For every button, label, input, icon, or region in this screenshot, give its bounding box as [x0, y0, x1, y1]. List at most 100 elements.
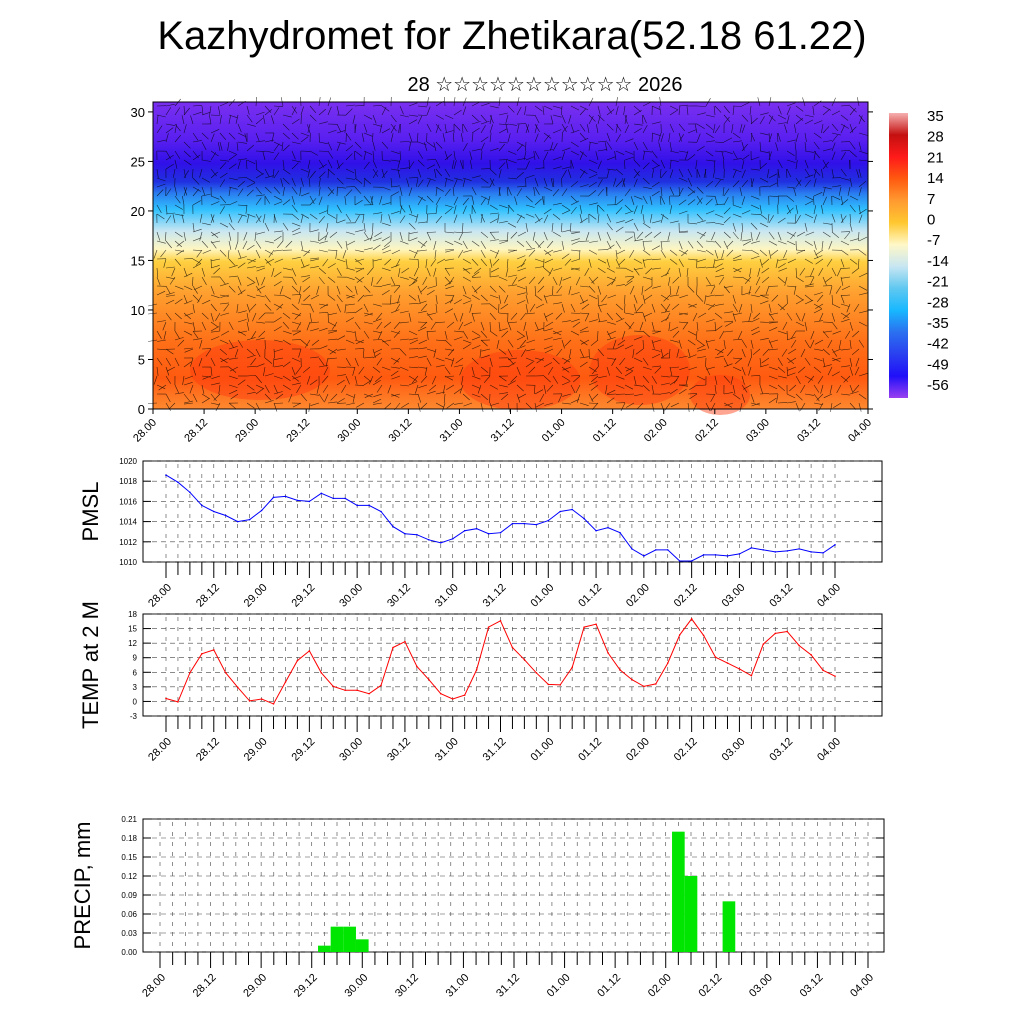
wind-barb	[300, 132, 310, 137]
wind-barb	[651, 121, 661, 125]
wind-barb	[579, 108, 587, 116]
x-tick-label: 02.12	[696, 972, 724, 1000]
wind-barb	[318, 249, 328, 253]
wind-barb	[174, 231, 183, 238]
wind-barb	[390, 301, 400, 305]
wind-barb	[821, 205, 824, 215]
wind-barb	[705, 132, 714, 138]
wind-barb	[489, 212, 499, 215]
wind-barb	[831, 134, 838, 143]
wind-barb	[553, 330, 563, 335]
wind-barb	[678, 123, 686, 132]
wind-barb	[525, 312, 536, 315]
x-tick-label: 28.12	[182, 417, 210, 445]
wind-barb	[552, 294, 563, 296]
wind-barb	[840, 215, 847, 224]
wind-barb	[381, 222, 391, 226]
wind-barb	[563, 357, 572, 364]
wind-barb	[738, 303, 743, 313]
wind-barb	[192, 263, 201, 269]
wind-barb	[282, 123, 290, 131]
wind-barb	[255, 402, 261, 412]
wind-barb	[750, 255, 760, 260]
wind-barb	[606, 141, 613, 150]
wind-barb	[487, 195, 491, 205]
data-point	[535, 671, 538, 674]
y-tick-label: 0.00	[121, 948, 137, 957]
wind-barb	[714, 195, 718, 205]
wind-barb	[156, 276, 161, 286]
wind-barb	[570, 105, 580, 111]
wind-barb	[282, 361, 291, 368]
wind-barb	[415, 213, 419, 223]
wind-barb	[642, 339, 644, 350]
wind-barb	[183, 170, 189, 179]
wind-barb	[448, 276, 455, 285]
wind-barb	[345, 168, 355, 174]
wind-barb	[390, 124, 396, 134]
wind-barb	[458, 249, 464, 258]
wind-barb	[352, 393, 356, 403]
wind-barb	[669, 150, 679, 154]
wind-barb	[597, 149, 607, 152]
wind-barb	[471, 114, 479, 122]
wind-barb	[372, 104, 383, 107]
wind-barb	[534, 133, 539, 143]
wind-barb	[768, 303, 772, 313]
wind-barb	[831, 151, 836, 161]
wind-barb	[506, 186, 509, 197]
wind-barb	[330, 393, 338, 401]
wind-barb	[318, 345, 328, 350]
wind-barb	[507, 186, 512, 196]
wind-barb	[768, 249, 772, 259]
wind-barb	[777, 263, 786, 269]
wind-barb	[597, 285, 602, 295]
colorbar-label: 28	[927, 129, 944, 146]
wind-barb	[749, 105, 752, 115]
wind-barb	[246, 105, 250, 115]
wind-barb	[858, 115, 863, 125]
wind-barb	[300, 393, 308, 402]
wind-barb	[273, 391, 283, 395]
wind-barb	[363, 195, 370, 204]
wind-barb	[199, 168, 203, 178]
wind-barb	[735, 357, 743, 365]
wind-barb	[219, 102, 229, 107]
wind-barb	[750, 402, 760, 406]
wind-barb	[234, 348, 239, 358]
wind-barb	[525, 156, 535, 161]
wind-barb	[552, 302, 562, 305]
wind-barb	[255, 294, 265, 298]
wind-barb	[452, 132, 455, 143]
wind-barb	[534, 198, 542, 206]
wind-barb	[561, 123, 567, 132]
data-point	[404, 640, 406, 643]
wind-barb	[642, 240, 653, 242]
wind-barb	[460, 160, 464, 170]
wind-barb	[309, 303, 314, 313]
data-point	[595, 529, 597, 532]
wind-barb	[534, 321, 539, 331]
wind-barb	[534, 389, 544, 395]
wind-barb	[435, 159, 441, 169]
x-tick-label: 28.12	[191, 972, 219, 1000]
wind-barb	[624, 393, 635, 395]
wind-barb	[355, 267, 365, 273]
wind-barb	[670, 402, 680, 408]
data-point	[165, 697, 167, 700]
wind-barb	[336, 258, 346, 263]
wind-barb	[255, 132, 260, 142]
wind-barb	[300, 192, 310, 197]
wind-barb	[318, 235, 327, 242]
wind-barb	[307, 124, 311, 134]
wind-barb	[444, 168, 451, 177]
wind-barb	[579, 326, 589, 332]
wind-barb	[442, 133, 446, 143]
wind-barb	[327, 168, 329, 179]
wind-barb	[840, 124, 846, 134]
wind-barb	[788, 357, 797, 363]
wind-barb	[696, 266, 707, 269]
wind-barb	[822, 108, 830, 116]
wind-barb	[219, 172, 228, 179]
wind-barb	[345, 153, 353, 161]
